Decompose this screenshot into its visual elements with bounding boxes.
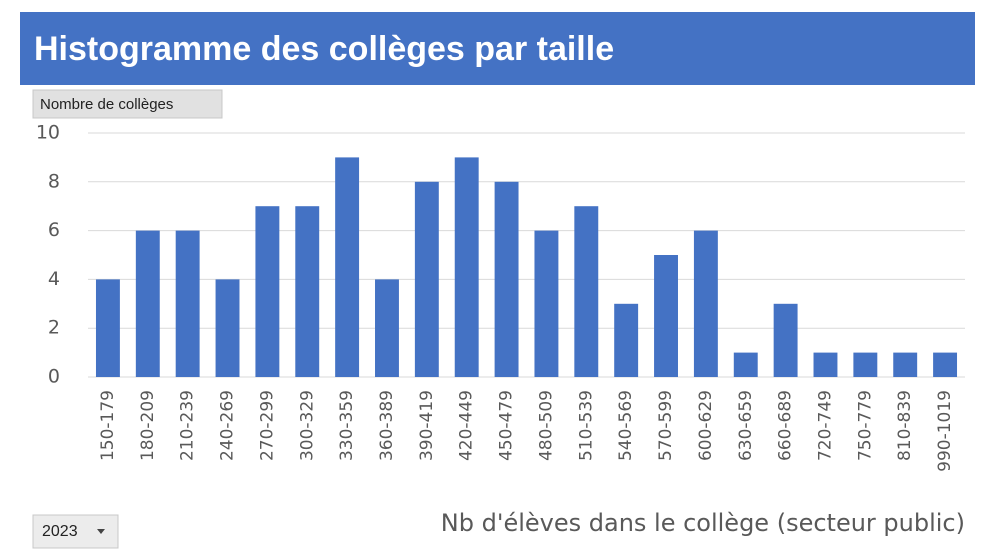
x-tick-label: 750-779 [855, 390, 875, 461]
bar [95, 279, 120, 377]
y-tick-label: 0 [48, 366, 60, 388]
dropdown-arrow [97, 529, 105, 534]
x-tick-label: 390-419 [417, 390, 437, 461]
bar [414, 181, 439, 377]
bar [773, 303, 798, 377]
title-bar [20, 12, 975, 85]
x-tick-label: 420-449 [457, 390, 477, 461]
bar [654, 255, 678, 377]
year-dropdown[interactable] [32, 514, 119, 549]
bar [454, 157, 479, 377]
x-tick-label: 660-689 [776, 390, 796, 461]
y-tick-label: 8 [48, 170, 60, 192]
year-value: 2023 [42, 523, 78, 540]
x-tick-label: 510-539 [576, 390, 596, 461]
bar [693, 230, 718, 377]
bar [853, 352, 878, 377]
bar [175, 230, 200, 377]
x-tick-label: 270-299 [257, 390, 277, 461]
bar [733, 352, 758, 377]
bar [255, 206, 280, 377]
bar [494, 181, 519, 377]
bar [135, 230, 160, 377]
x-tick-label: 210-239 [178, 390, 198, 461]
x-tick-label: 480-509 [536, 390, 556, 461]
chart-title: Histogramme des collèges par taille [34, 30, 614, 68]
y-axis-label: Nombre de collèges [40, 96, 173, 113]
bar [335, 157, 360, 377]
x-tick-label: 180-209 [138, 390, 158, 461]
x-tick-label: 360-389 [377, 390, 397, 461]
bar [534, 230, 559, 377]
y-label-box [32, 89, 223, 119]
y-tick-label: 6 [48, 219, 60, 241]
x-tick-label: 300-329 [297, 390, 317, 461]
x-tick-label: 990-1019 [935, 390, 955, 472]
bar [295, 206, 320, 377]
bar [893, 352, 918, 377]
bar [574, 206, 599, 377]
y-tick-label: 4 [48, 268, 60, 290]
y-tick-label: 10 [36, 122, 60, 144]
y-tick-label: 2 [48, 317, 60, 339]
x-tick-label: 630-659 [736, 390, 756, 461]
x-tick-label: 810-839 [895, 390, 915, 461]
bar [933, 352, 958, 377]
bar [813, 352, 838, 377]
x-tick-label: 240-269 [218, 390, 238, 461]
x-tick-label: 150-179 [98, 390, 118, 461]
bar [375, 279, 399, 377]
bar [215, 279, 240, 377]
x-axis-label: Nb d'élèves dans le collège (secteur pub… [441, 509, 965, 537]
x-tick-label: 600-629 [696, 390, 716, 461]
plot-area: 0 2 4 6 8 10 150-179 180-209 210-239 240-269 270-2… [36, 122, 965, 472]
x-tick-label: 450-479 [497, 390, 517, 461]
x-tick-label: 570-599 [656, 390, 676, 461]
bar [614, 303, 639, 377]
x-tick-label: 330-359 [337, 390, 357, 461]
x-tick-label: 720-749 [815, 390, 835, 461]
x-tick-label: 540-569 [616, 390, 636, 461]
